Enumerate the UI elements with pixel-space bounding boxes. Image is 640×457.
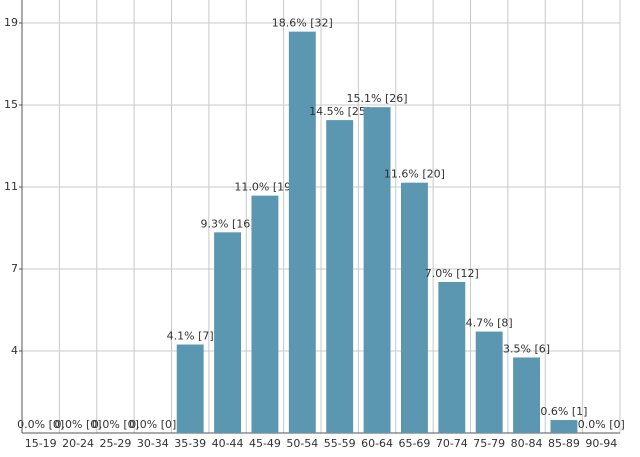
data-label: 4.7% [8] bbox=[466, 317, 513, 330]
data-label: 15.1% [26] bbox=[347, 92, 408, 105]
x-tick-label: 65-69 bbox=[398, 437, 430, 450]
x-tick-label: 60-64 bbox=[361, 437, 393, 450]
bar bbox=[363, 107, 391, 433]
data-label: 0.0% [0] bbox=[92, 418, 139, 431]
x-tick-label: 90-94 bbox=[585, 437, 617, 450]
bar bbox=[438, 281, 466, 433]
data-label: 0.0% [0] bbox=[578, 418, 625, 431]
bar bbox=[288, 31, 316, 433]
y-tick-label: 7 bbox=[11, 262, 18, 275]
x-tick-label: 45-49 bbox=[249, 437, 281, 450]
x-tick-label: 40-44 bbox=[212, 437, 244, 450]
x-tick-label: 85-89 bbox=[548, 437, 580, 450]
bar bbox=[326, 120, 354, 434]
x-tick-label: 50-54 bbox=[286, 437, 318, 450]
y-tick-label: 4 bbox=[11, 344, 18, 357]
data-label: 0.0% [0] bbox=[55, 418, 102, 431]
data-label: 11.6% [20] bbox=[384, 168, 445, 181]
data-label: 14.5% [25] bbox=[309, 105, 370, 118]
bar bbox=[251, 195, 279, 433]
data-label: 18.6% [32] bbox=[272, 17, 333, 30]
data-label: 9.3% [16] bbox=[201, 217, 255, 230]
data-label: 0.6% [1] bbox=[540, 405, 587, 418]
data-label: 4.1% [7] bbox=[167, 330, 214, 343]
y-tick-label: 19 bbox=[4, 16, 18, 29]
x-tick-label: 80-84 bbox=[511, 437, 543, 450]
bar bbox=[475, 331, 503, 433]
x-tick-label: 75-79 bbox=[473, 437, 505, 450]
bar bbox=[214, 232, 242, 433]
data-label: 3.5% [6] bbox=[503, 342, 550, 355]
bar bbox=[513, 357, 541, 433]
y-tick-label: 11 bbox=[4, 180, 18, 193]
bar bbox=[176, 344, 204, 433]
data-label: 0.0% [0] bbox=[17, 418, 64, 431]
x-tick-label: 55-59 bbox=[324, 437, 356, 450]
bar bbox=[400, 182, 428, 433]
bar bbox=[550, 420, 578, 433]
x-tick-label: 70-74 bbox=[436, 437, 468, 450]
data-label: 7.0% [12] bbox=[425, 267, 479, 280]
y-tick-label: 15 bbox=[4, 98, 18, 111]
x-tick-label: 30-34 bbox=[137, 437, 169, 450]
data-label: 11.0% [19] bbox=[234, 181, 295, 194]
x-tick-label: 25-29 bbox=[99, 437, 131, 450]
data-label: 0.0% [0] bbox=[129, 418, 176, 431]
x-tick-label: 20-24 bbox=[62, 437, 94, 450]
x-tick-label: 35-39 bbox=[174, 437, 206, 450]
x-tick-label: 15-19 bbox=[25, 437, 57, 450]
